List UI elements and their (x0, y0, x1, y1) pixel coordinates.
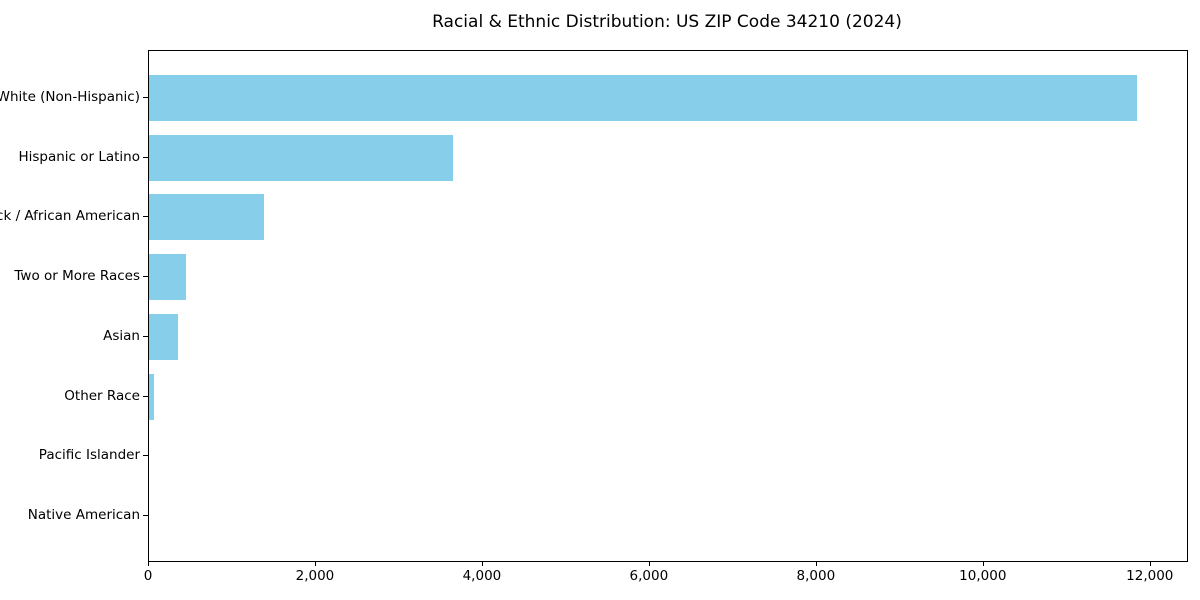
bar-two-or-more-races (149, 254, 186, 301)
x-tick-label: 0 (143, 568, 153, 584)
x-tick-mark (481, 561, 483, 566)
x-tick-label: 12,000 (1126, 568, 1174, 584)
y-tick-label: Other Race (64, 387, 140, 404)
bar-black-african-american (149, 194, 265, 241)
x-tick-label: 2,000 (295, 568, 335, 584)
y-tick-mark (143, 335, 148, 337)
x-tick-mark (1149, 561, 1151, 566)
x-tick-mark (982, 561, 984, 566)
x-tick-mark (648, 561, 650, 566)
x-tick-label: 10,000 (959, 568, 1007, 584)
y-tick-mark (143, 276, 148, 278)
y-tick-label: Native American (27, 506, 140, 523)
x-tick-mark (815, 561, 817, 566)
x-tick-label: 4,000 (462, 568, 502, 584)
y-tick-mark (143, 216, 148, 218)
y-tick-mark (143, 156, 148, 158)
y-tick-label: White (Non-Hispanic) (0, 89, 140, 105)
x-tick-label: 6,000 (629, 568, 669, 584)
plot-area (148, 50, 1188, 562)
y-tick-mark (143, 395, 148, 397)
y-tick-mark (143, 455, 148, 457)
x-tick-mark (148, 561, 149, 566)
y-tick-label: Asian (103, 327, 140, 344)
y-tick-mark (143, 514, 148, 516)
chart-title: Racial & Ethnic Distribution: US ZIP Cod… (432, 12, 902, 32)
bar-asian (149, 313, 179, 360)
y-tick-label: Two or More Races (14, 268, 140, 285)
bar-white-non-hispanic (149, 75, 1138, 121)
x-tick-mark (314, 561, 316, 566)
x-tick-label: 8,000 (796, 568, 836, 584)
y-tick-label: Pacific Islander (38, 447, 140, 464)
bar-other-race (149, 373, 154, 420)
y-tick-label: Hispanic or Latino (18, 148, 140, 165)
y-tick-label: Black / African American (0, 208, 140, 225)
bar-hispanic-or-latino (149, 134, 453, 181)
y-tick-mark (143, 97, 148, 98)
